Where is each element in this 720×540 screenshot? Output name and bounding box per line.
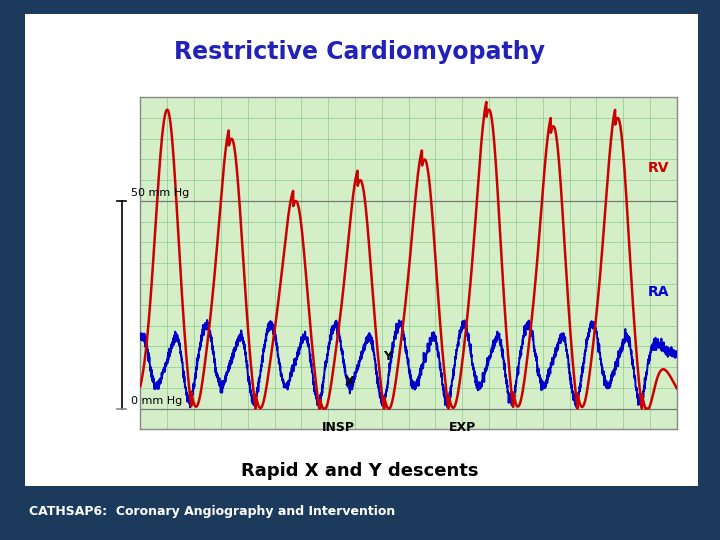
Text: Y: Y (382, 350, 392, 363)
Text: INSP: INSP (323, 421, 356, 434)
Text: EXP: EXP (449, 421, 476, 434)
Text: 50 mm Hg: 50 mm Hg (131, 188, 189, 198)
Text: CATHSAP6:  Coronary Angiography and Intervention: CATHSAP6: Coronary Angiography and Inter… (29, 505, 395, 518)
Text: RA: RA (647, 285, 669, 299)
Text: Restrictive Cardiomyopathy: Restrictive Cardiomyopathy (174, 40, 546, 64)
Text: RV: RV (647, 161, 669, 175)
Text: 0 mm Hg: 0 mm Hg (131, 396, 182, 406)
Text: X: X (345, 375, 354, 388)
Text: Rapid X and Y descents: Rapid X and Y descents (241, 462, 479, 480)
